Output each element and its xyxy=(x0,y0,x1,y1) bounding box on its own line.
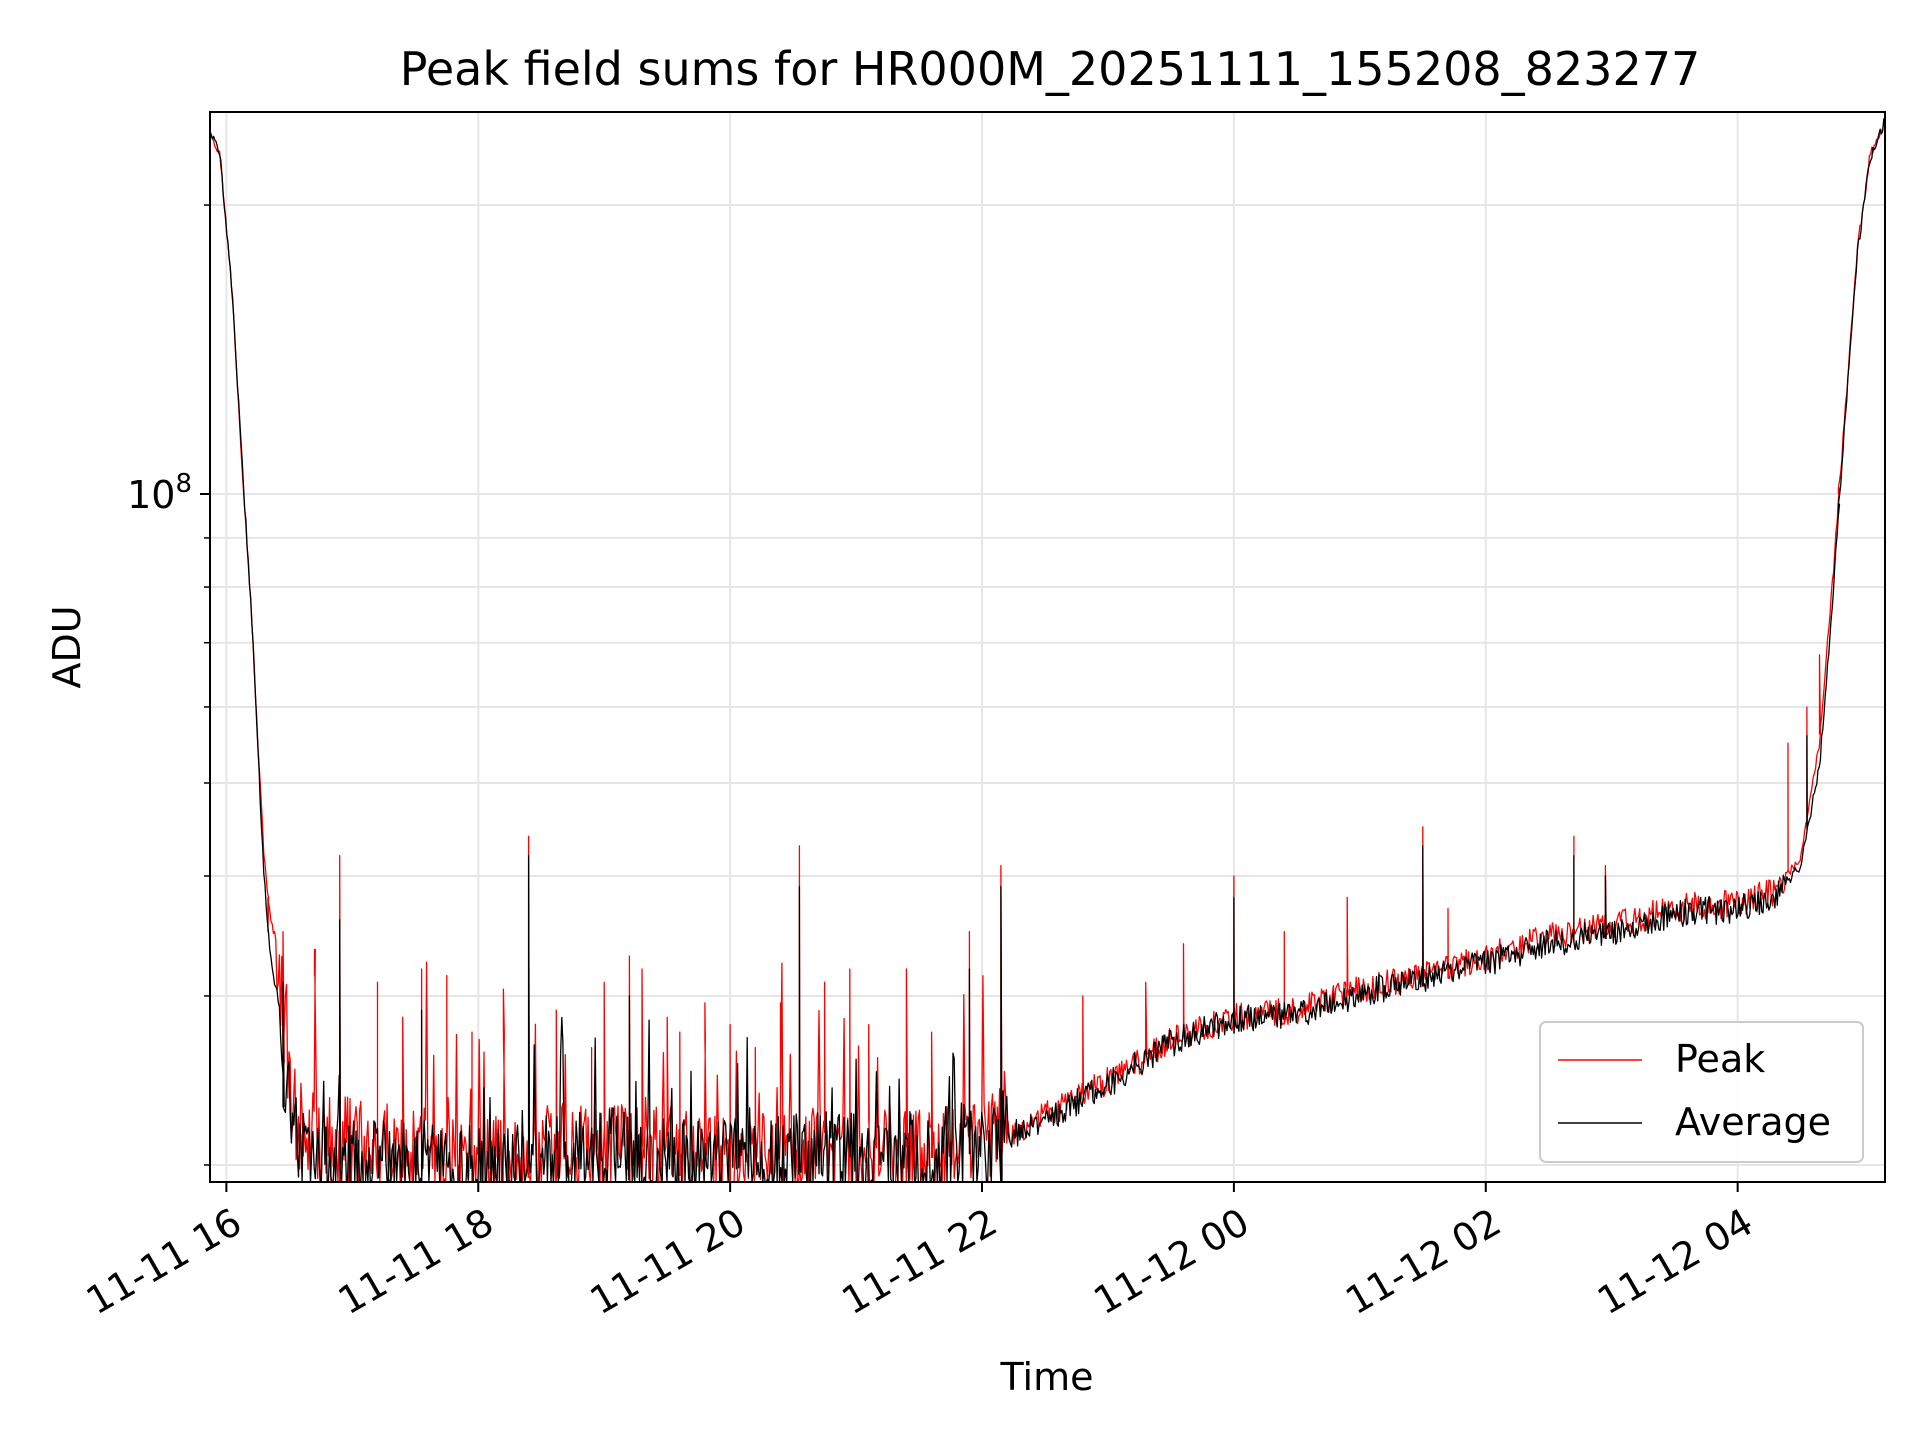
legend-average-label: Average xyxy=(1675,1100,1831,1144)
y-axis-label: ADU xyxy=(45,605,89,688)
legend-box xyxy=(1539,1021,1864,1163)
legend-peak-label: Peak xyxy=(1675,1037,1765,1081)
y-tick-label: 108 xyxy=(127,469,192,517)
x-axis-label: Time xyxy=(1000,1355,1094,1399)
series-line-average xyxy=(209,118,1886,1183)
plot-frame xyxy=(209,111,1886,1183)
chart-title: Peak field sums for HR000M_20251111_1552… xyxy=(400,42,1701,96)
y-axis: 108 xyxy=(127,204,210,1166)
legend: Peak Average xyxy=(1539,1021,1864,1163)
